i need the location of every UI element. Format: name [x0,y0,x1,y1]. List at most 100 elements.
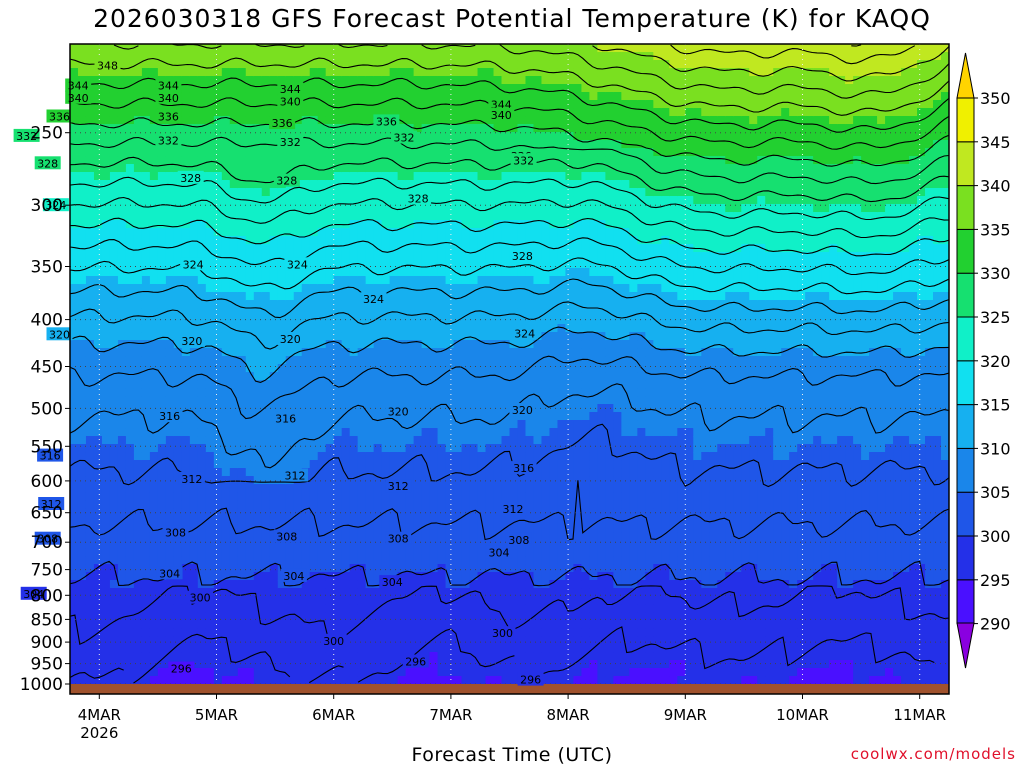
field-cell [85,516,95,525]
field-cell [181,452,191,461]
field-cell [557,460,567,469]
field-cell [221,292,231,301]
field-cell [453,236,463,245]
field-cell [70,540,79,549]
field-cell [469,292,479,301]
field-cell [213,60,223,69]
field-cell [373,68,383,77]
field-cell [213,364,223,373]
field-cell [301,564,311,573]
field-cell [181,52,191,61]
field-cell [357,44,367,53]
field-cell [485,476,495,485]
field-cell [349,196,359,205]
field-cell [205,116,215,125]
field-cell [213,396,223,405]
field-cell [469,540,479,549]
field-cell [381,460,391,469]
field-cell [85,308,95,317]
field-cell [525,556,535,565]
field-cell [325,252,335,261]
field-cell [437,668,447,677]
field-cell [429,388,439,397]
field-cell [341,284,351,293]
field-cell [165,276,175,285]
field-cell [277,660,287,669]
field-cell [157,276,167,285]
field-cell [349,68,359,77]
field-cell [533,420,543,429]
field-cell [221,316,231,325]
field-cell [237,660,247,669]
field-cell [429,548,439,557]
field-cell [413,620,423,629]
field-cell [237,220,247,229]
field-cell [349,668,359,677]
field-cell [533,148,543,157]
field-cell [429,172,439,181]
field-cell [133,476,143,485]
field-cell [173,332,183,341]
field-cell [125,324,135,333]
field-cell [445,76,455,85]
field-cell [477,204,487,213]
field-cell [461,644,471,653]
field-cell [565,132,575,141]
field-cell [333,628,343,637]
field-cell [157,60,167,69]
field-cell [109,548,119,557]
field-cell [253,92,263,101]
field-cell [253,236,263,245]
field-cell [533,316,543,325]
field-cell [245,212,255,221]
field-cell [533,132,543,141]
field-cell [125,644,135,653]
field-cell [397,84,407,93]
field-cell [213,204,223,213]
field-cell [349,620,359,629]
field-cell [405,460,415,469]
field-cell [133,92,143,101]
field-cell [325,596,335,605]
field-cell [93,588,103,597]
field-cell [77,252,87,261]
field-cell [237,284,247,293]
field-cell [269,348,279,357]
field-cell [293,444,303,453]
field-cell [301,612,311,621]
field-cell [325,156,335,165]
field-cell [445,676,455,685]
field-cell [477,380,487,389]
field-cell [349,212,359,221]
field-cell [557,244,567,253]
field-cell [501,668,511,677]
field-cell [173,476,183,485]
field-cell [461,620,471,629]
field-cell [541,76,551,85]
field-cell [261,292,271,301]
field-cell [405,572,415,581]
field-cell [365,76,375,85]
field-cell [389,668,399,677]
field-cell [181,316,191,325]
field-cell [429,140,439,149]
field-cell [469,196,479,205]
field-cell [309,516,319,525]
field-cell [221,236,231,245]
field-cell [525,236,535,245]
field-cell [125,444,135,453]
field-cell [349,532,359,541]
field-cell [421,628,431,637]
field-cell [141,268,151,277]
field-cell [229,356,239,365]
field-cell [533,76,543,85]
field-cell [493,76,503,85]
field-cell [173,284,183,293]
field-cell [509,268,519,277]
field-cell [149,524,159,533]
field-cell [253,340,263,349]
field-cell [381,268,391,277]
field-cell [525,60,535,69]
field-cell [349,444,359,453]
field-cell [173,580,183,589]
